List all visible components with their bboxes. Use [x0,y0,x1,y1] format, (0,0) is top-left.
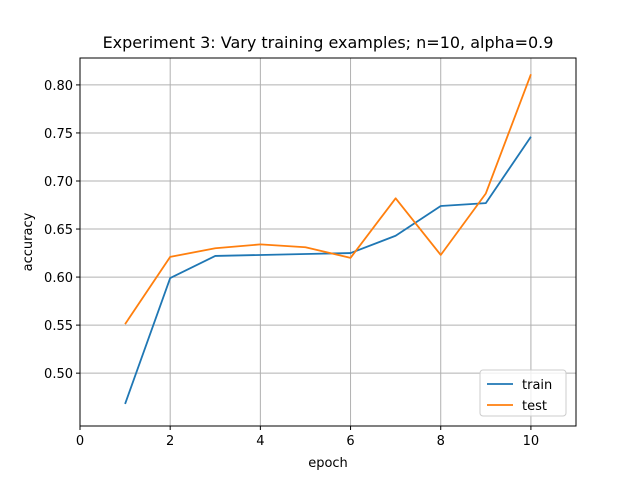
grid [79,58,576,426]
y-tick-label: 0.55 [44,319,73,334]
x-tick-label: 10 [523,434,540,449]
y-tick-label: 0.60 [44,271,73,286]
x-axis-label: epoch [308,456,348,471]
legend: train test [479,369,567,417]
y-tick-label: 0.50 [44,367,73,382]
y-tick-label: 0.80 [44,79,73,94]
x-tick-label: 8 [437,434,445,449]
y-tick-label: 0.65 [44,223,73,238]
legend-label-test: test [522,399,547,414]
y-tick-label: 0.70 [44,175,73,190]
x-tick-label: 2 [166,434,174,449]
x-tick-label: 4 [256,434,264,449]
y-axis-ticks: 0.50 0.55 0.60 0.65 0.70 0.75 0.80 [44,79,80,382]
y-tick-label: 0.75 [44,127,73,142]
y-axis-label: accuracy [21,212,36,271]
x-tick-label: 0 [76,434,84,449]
plot-frame [79,57,577,427]
x-axis-ticks: 0 2 4 6 8 10 [76,426,539,449]
series-line-test [124,74,532,325]
series-group [124,74,532,405]
legend-label-train: train [522,378,552,393]
chart-title: Experiment 3: Vary training examples; n=… [103,33,554,52]
x-tick-label: 6 [346,434,354,449]
series-line-train [124,136,532,405]
